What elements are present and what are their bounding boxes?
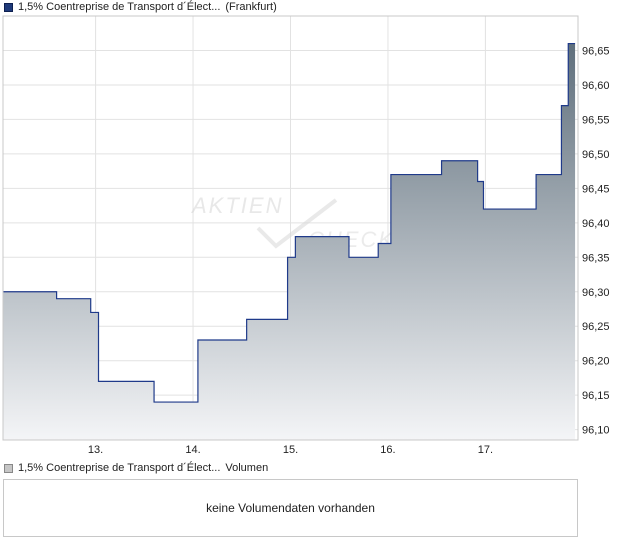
volume-legend-label: Volumen bbox=[225, 462, 269, 474]
volume-series-swatch bbox=[4, 463, 13, 473]
watermark-aktien: AKTIEN bbox=[190, 193, 283, 218]
y-tick-label: 96,15 bbox=[582, 390, 610, 402]
price-line bbox=[3, 42, 576, 403]
x-tick-label: 17. bbox=[478, 444, 493, 456]
x-tick-label: 14. bbox=[185, 444, 200, 456]
volume-legend: 1,5% Coentreprise de Transport d´Élect..… bbox=[4, 461, 268, 475]
y-tick-label: 96,65 bbox=[582, 45, 610, 57]
y-tick-label: 96,10 bbox=[582, 425, 610, 437]
price-area bbox=[3, 43, 576, 440]
y-tick-label: 96,50 bbox=[582, 149, 610, 161]
plot-frame bbox=[2, 15, 579, 441]
y-axis: 96,10 96,15 96,20 96,25 96,30 96,35 96,40 96,45… bbox=[582, 45, 610, 436]
y-tick-label: 96,35 bbox=[582, 252, 610, 264]
volume-panel: keine Volumendaten vorhanden bbox=[3, 479, 578, 537]
volume-legend-name: 1,5% Coentreprise de Transport d´Élect..… bbox=[18, 462, 221, 474]
y-tick-label: 96,25 bbox=[582, 321, 610, 333]
y-tick-label: 96,45 bbox=[582, 183, 610, 195]
price-legend-name: 1,5% Coentreprise de Transport d´Élect..… bbox=[18, 1, 221, 13]
watermark-check-icon bbox=[256, 198, 338, 249]
x-tick-label: 15. bbox=[283, 444, 298, 456]
x-tick-label: 13. bbox=[88, 444, 103, 456]
y-tick-label: 96,55 bbox=[582, 114, 610, 126]
price-chart: AKTIEN CHECK 96,1096,1596,2096,2596,3096… bbox=[2, 15, 610, 456]
price-legend-exchange: (Frankfurt) bbox=[225, 1, 277, 13]
price-legend: 1,5% Coentreprise de Transport d´Élect..… bbox=[4, 0, 277, 14]
y-tick-label: 96,60 bbox=[582, 80, 610, 92]
y-tick-label: 96,20 bbox=[582, 356, 610, 368]
y-tick-label: 96,30 bbox=[582, 287, 610, 299]
y-tick-label: 96,40 bbox=[582, 218, 610, 230]
price-series-swatch bbox=[4, 2, 13, 12]
x-axis: 13. 14. 15. 16. 17. bbox=[88, 444, 493, 456]
x-tick-label: 16. bbox=[380, 444, 395, 456]
no-volume-message: keine Volumendaten vorhanden bbox=[206, 501, 375, 515]
